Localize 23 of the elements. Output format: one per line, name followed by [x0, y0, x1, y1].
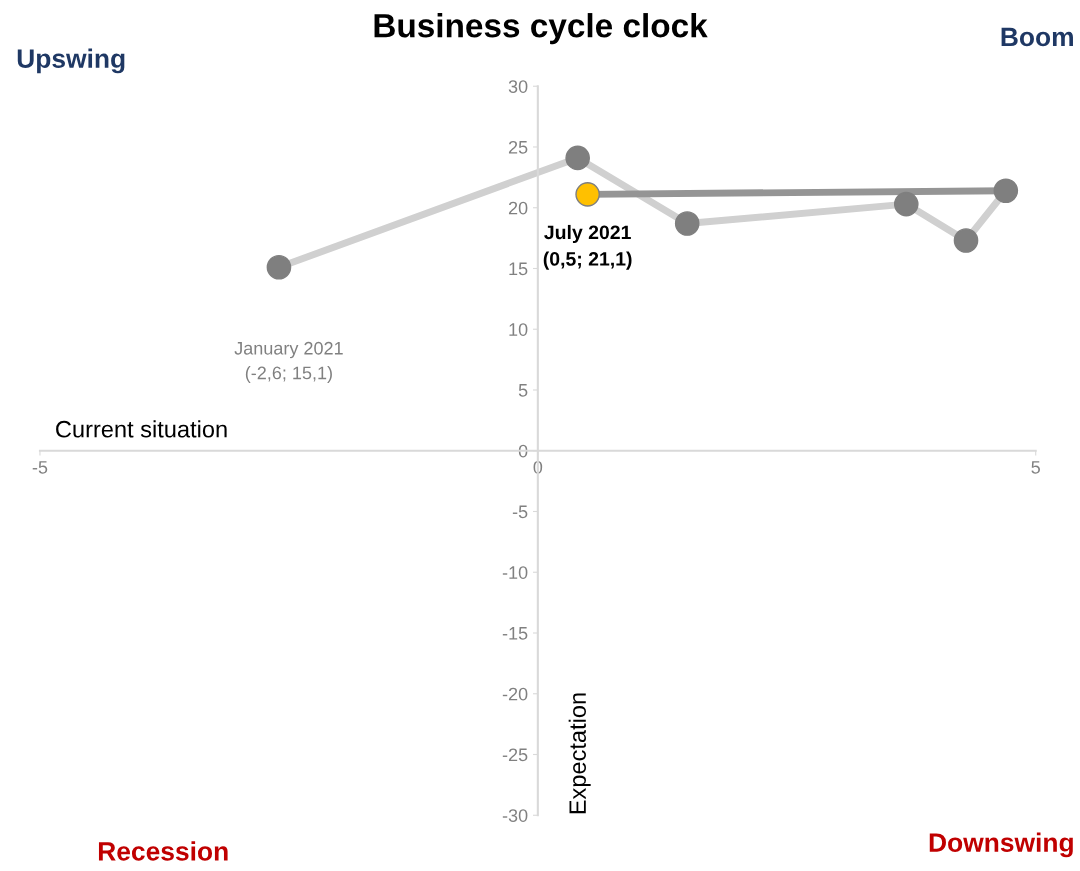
text: Recession	[98, 841, 228, 861]
x-tick-label: -5	[32, 461, 48, 474]
text: Boom	[1001, 27, 1073, 47]
y-tick-label: 25	[508, 140, 528, 154]
x-axis-title: Current situation	[56, 420, 227, 438]
y-tick-label: 15	[509, 262, 528, 276]
y-tick-label: -5	[512, 505, 528, 519]
y-tick-label: -15	[502, 627, 528, 640]
y-tick-label: -25	[502, 748, 528, 762]
y-tick-label: -20	[502, 687, 528, 701]
y-tick-label: 20	[508, 201, 528, 215]
y-tick-label: -30	[502, 809, 528, 822]
text: Upswing	[17, 48, 125, 74]
y-tick-label: 10	[509, 323, 528, 336]
y-tick-label: -10	[502, 566, 528, 579]
text: Downswing	[929, 832, 1073, 858]
y-tick-label: 30	[508, 80, 528, 93]
x-tick-label: 5	[1031, 461, 1040, 474]
y-tick-label: 5	[518, 384, 528, 397]
annotation: July 2021 (0,5; 21,1)	[543, 224, 632, 270]
annotation: January 2021 (-2,6; 15,1)	[234, 341, 343, 383]
y-axis-title: Expectation	[568, 693, 591, 814]
chart-title: Business cycle clock	[374, 13, 708, 45]
